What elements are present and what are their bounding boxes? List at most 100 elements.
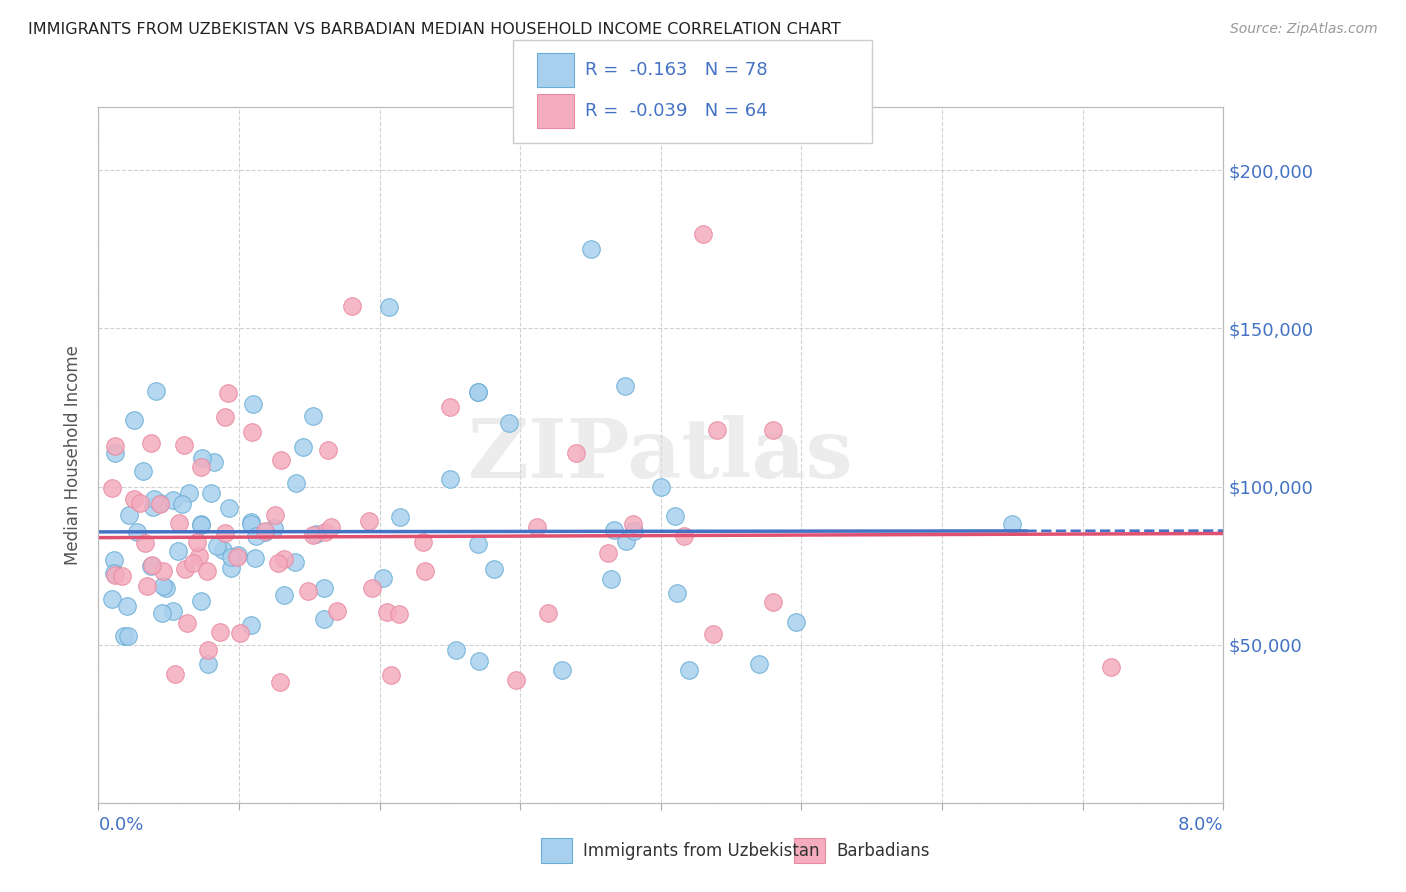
Point: [226, 549, 249, 564]
Point: [172, 497, 194, 511]
Point: [205, 539, 228, 553]
Point: [319, 519, 342, 533]
Point: [312, 612, 335, 626]
Point: [388, 607, 411, 621]
Point: [132, 464, 155, 478]
Text: Barbadians: Barbadians: [837, 842, 931, 860]
Point: [214, 409, 236, 424]
Point: [186, 535, 208, 549]
Point: [468, 654, 491, 668]
Point: [134, 535, 156, 549]
Point: [139, 436, 162, 450]
Point: [263, 508, 285, 522]
Point: [142, 492, 165, 507]
Point: [762, 595, 785, 609]
Point: [165, 666, 187, 681]
Point: [273, 552, 295, 566]
Point: [219, 550, 242, 565]
Point: [101, 481, 124, 495]
Point: [389, 510, 412, 524]
Point: [162, 604, 184, 618]
Point: [226, 549, 249, 563]
Point: [229, 625, 252, 640]
Text: R =  -0.039   N = 64: R = -0.039 N = 64: [585, 102, 768, 120]
Point: [197, 642, 219, 657]
Point: [167, 516, 190, 530]
Point: [266, 556, 288, 570]
Point: [254, 524, 277, 538]
Point: [190, 594, 212, 608]
Point: [361, 582, 384, 596]
Point: [111, 569, 134, 583]
Point: [240, 425, 263, 439]
Point: [269, 675, 291, 690]
Point: [598, 546, 620, 560]
Point: [284, 555, 307, 569]
Point: [150, 606, 173, 620]
Point: [377, 605, 399, 619]
Point: [325, 604, 347, 618]
Point: [785, 615, 807, 629]
Point: [145, 384, 167, 398]
Point: [191, 450, 214, 465]
Point: [565, 446, 588, 460]
Point: [297, 583, 319, 598]
Point: [302, 527, 325, 541]
Point: [484, 562, 506, 576]
Point: [103, 566, 125, 580]
Point: [214, 526, 236, 541]
Point: [439, 473, 461, 487]
Point: [242, 397, 264, 411]
Point: [302, 409, 325, 423]
Point: [221, 561, 243, 575]
Point: [1001, 517, 1024, 532]
Point: [245, 551, 267, 566]
Point: [152, 579, 174, 593]
Point: [141, 558, 163, 572]
Point: [122, 413, 145, 427]
Point: [167, 543, 190, 558]
Point: [142, 500, 165, 514]
Text: ZIPatlas: ZIPatlas: [468, 415, 853, 495]
Point: [174, 562, 197, 576]
Point: [692, 227, 714, 241]
Point: [162, 493, 184, 508]
Point: [600, 572, 623, 586]
Text: IMMIGRANTS FROM UZBEKISTAN VS BARBADIAN MEDIAN HOUSEHOLD INCOME CORRELATION CHAR: IMMIGRANTS FROM UZBEKISTAN VS BARBADIAN …: [28, 22, 841, 37]
Point: [217, 386, 239, 401]
Point: [378, 300, 401, 314]
Point: [188, 549, 211, 564]
Point: [176, 615, 198, 630]
Point: [439, 401, 461, 415]
Point: [664, 508, 686, 523]
Point: [239, 515, 262, 529]
Point: [292, 440, 315, 454]
Point: [125, 524, 148, 539]
Point: [314, 582, 336, 596]
Point: [218, 500, 240, 515]
Point: [155, 581, 177, 595]
Point: [380, 668, 402, 682]
Point: [505, 673, 527, 687]
Point: [117, 629, 139, 643]
Point: [537, 606, 560, 620]
Point: [665, 585, 688, 599]
Point: [211, 543, 233, 558]
Point: [202, 455, 225, 469]
Point: [762, 423, 785, 437]
Point: [136, 579, 159, 593]
Text: 8.0%: 8.0%: [1178, 816, 1223, 834]
Point: [112, 629, 135, 643]
Point: [706, 423, 728, 437]
Point: [209, 624, 232, 639]
Point: [614, 379, 637, 393]
Point: [305, 526, 328, 541]
Point: [467, 384, 489, 399]
Point: [551, 663, 574, 677]
Point: [173, 438, 195, 452]
Point: [245, 528, 267, 542]
Point: [340, 299, 363, 313]
Point: [195, 564, 218, 578]
Point: [149, 496, 172, 510]
Point: [190, 459, 212, 474]
